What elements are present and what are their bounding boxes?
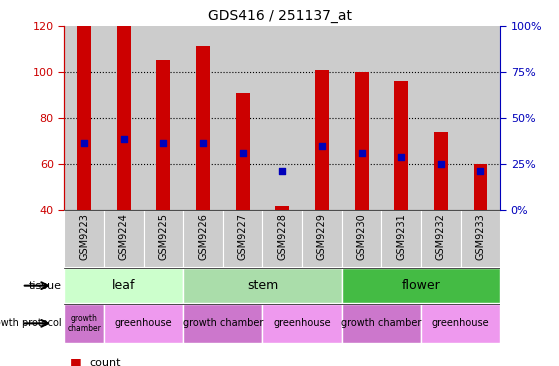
Bar: [117, 26, 131, 210]
Text: greenhouse: greenhouse: [273, 318, 331, 328]
Text: GSM9227: GSM9227: [238, 213, 248, 260]
Bar: [223, 26, 263, 210]
Bar: [104, 210, 144, 267]
Point: [119, 136, 128, 142]
Text: GSM9225: GSM9225: [158, 213, 168, 260]
Text: flower: flower: [402, 279, 440, 292]
Bar: [64, 304, 104, 343]
Bar: [183, 268, 342, 303]
Bar: [302, 26, 342, 210]
Text: GSM9231: GSM9231: [396, 213, 406, 260]
Bar: [354, 72, 368, 210]
Bar: [315, 70, 329, 210]
Bar: [183, 26, 223, 210]
Bar: [421, 210, 461, 267]
Bar: [342, 26, 381, 210]
Bar: [77, 26, 91, 210]
Bar: [263, 26, 302, 210]
Bar: [473, 164, 487, 210]
Text: tissue: tissue: [29, 281, 61, 291]
Bar: [461, 26, 500, 210]
Bar: [64, 26, 104, 210]
Text: GSM9229: GSM9229: [317, 213, 327, 260]
Bar: [421, 304, 500, 343]
Text: ■: ■: [70, 356, 82, 366]
Bar: [276, 206, 289, 210]
Bar: [394, 81, 408, 210]
Bar: [236, 93, 249, 210]
Bar: [144, 210, 183, 267]
Point: [476, 168, 485, 174]
Point: [437, 161, 446, 167]
Text: GSM9224: GSM9224: [119, 213, 129, 260]
Point: [159, 141, 168, 146]
Point: [198, 141, 207, 146]
Bar: [263, 304, 342, 343]
Bar: [342, 304, 421, 343]
Bar: [302, 210, 342, 267]
Bar: [104, 304, 183, 343]
Text: GSM9232: GSM9232: [436, 213, 446, 260]
Bar: [157, 60, 170, 210]
Text: count: count: [89, 358, 121, 366]
Bar: [64, 268, 183, 303]
Bar: [223, 210, 263, 267]
Bar: [183, 304, 263, 343]
Bar: [434, 132, 448, 210]
Bar: [144, 26, 183, 210]
Point: [318, 143, 326, 149]
Text: greenhouse: greenhouse: [432, 318, 490, 328]
Bar: [342, 210, 381, 267]
Text: growth chamber: growth chamber: [183, 318, 263, 328]
Text: GSM9226: GSM9226: [198, 213, 208, 260]
Text: GSM9228: GSM9228: [277, 213, 287, 260]
Text: growth chamber: growth chamber: [341, 318, 421, 328]
Bar: [196, 46, 210, 210]
Text: GSM9223: GSM9223: [79, 213, 89, 260]
Text: GDS416 / 251137_at: GDS416 / 251137_at: [207, 9, 352, 23]
Point: [278, 168, 287, 174]
Text: leaf: leaf: [112, 279, 135, 292]
Bar: [64, 210, 104, 267]
Bar: [421, 26, 461, 210]
Bar: [104, 26, 144, 210]
Bar: [263, 210, 302, 267]
Text: growth
chamber: growth chamber: [67, 314, 101, 333]
Text: stem: stem: [247, 279, 278, 292]
Text: GSM9230: GSM9230: [357, 213, 367, 260]
Point: [397, 154, 406, 160]
Bar: [183, 210, 223, 267]
Bar: [461, 210, 500, 267]
Point: [79, 141, 88, 146]
Text: growth protocol: growth protocol: [0, 318, 61, 328]
Bar: [342, 268, 500, 303]
Text: greenhouse: greenhouse: [115, 318, 172, 328]
Point: [357, 150, 366, 156]
Text: GSM9233: GSM9233: [476, 213, 485, 260]
Bar: [381, 210, 421, 267]
Point: [238, 150, 247, 156]
Bar: [381, 26, 421, 210]
